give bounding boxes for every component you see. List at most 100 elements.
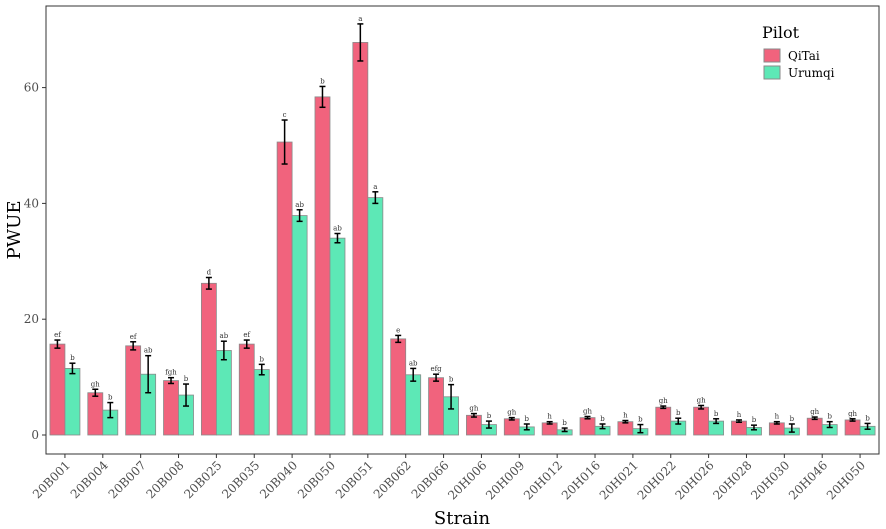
significance-label-qitai-20H006: gh (469, 405, 478, 413)
significance-label-urumqi-20H026: b (714, 410, 719, 418)
bar-urumqi-20B040 (291, 215, 308, 436)
significance-label-qitai-20B004: gh (91, 380, 100, 388)
significance-label-urumqi-20H046: b (827, 413, 832, 421)
x-tick-label-20B001: 20B001 (30, 458, 73, 501)
bar-qitai-20H046 (806, 417, 823, 436)
bar-qitai-20B001 (49, 343, 66, 436)
legend-swatch-qitai (763, 48, 781, 63)
significance-label-urumqi-20B062: ab (409, 359, 418, 367)
significance-label-qitai-20B051: a (358, 15, 362, 23)
bar-qitai-20H009 (503, 418, 520, 436)
bar-qitai-20H028 (731, 420, 747, 436)
significance-label-qitai-20B062: e (396, 326, 400, 334)
bar-urumqi-20B025 (215, 350, 232, 436)
significance-label-urumqi-20H028: b (752, 416, 757, 424)
bar-qitai-20B066 (428, 377, 444, 436)
bar-qitai-20H006 (466, 414, 482, 436)
bar-qitai-20B008 (163, 380, 179, 436)
x-tick-label-20B004: 20B004 (68, 458, 111, 501)
x-tick-label-20H026: 20H026 (672, 458, 716, 502)
significance-label-qitai-20B035: ef (243, 331, 251, 339)
significance-label-urumqi-20H050: b (865, 414, 870, 422)
legend-swatch-urumqi (763, 65, 781, 80)
legend-title: Pilot (762, 23, 800, 42)
significance-label-qitai-20B066: efg (430, 365, 442, 373)
significance-label-urumqi-20H016: b (600, 415, 605, 423)
bar-qitai-20B062 (390, 338, 407, 436)
bar-qitai-20B040 (276, 141, 293, 436)
significance-label-qitai-20H030: h (775, 413, 780, 421)
legend: Pilot QiTai Urumqi (762, 23, 835, 80)
x-tick-label-20H009: 20H009 (483, 458, 527, 502)
y-axis: 0 20 40 60 (24, 81, 46, 442)
y-tick-label-0: 0 (31, 428, 39, 442)
plot-panel (45, 5, 880, 455)
y-tick-label-40: 40 (24, 196, 39, 210)
x-tick-label-20H016: 20H016 (559, 458, 603, 502)
bar-urumqi-20B050 (329, 237, 346, 436)
x-tick-label-20B035: 20B035 (219, 458, 262, 501)
x-tick-label-20B040: 20B040 (257, 458, 300, 501)
bar-qitai-20B051 (352, 42, 369, 436)
x-tick-label-20B062: 20B062 (371, 458, 414, 501)
bar-qitai-20H016 (579, 417, 596, 436)
bar-qitai-20B025 (200, 282, 217, 436)
x-tick-label-20B008: 20B008 (144, 458, 187, 501)
significance-label-qitai-20B025: d (207, 269, 212, 277)
significance-label-qitai-20B007: ef (130, 333, 138, 341)
significance-label-qitai-20B008: fgh (165, 369, 177, 377)
y-axis-title: PWUE (4, 201, 25, 260)
x-tick-label-20H021: 20H021 (597, 458, 641, 502)
significance-label-qitai-20H028: h (737, 411, 742, 419)
x-tick-label-20H028: 20H028 (710, 458, 754, 502)
significance-label-qitai-20H046: gh (810, 408, 819, 416)
bar-qitai-20B004 (87, 392, 104, 436)
significance-label-qitai-20B001: ef (54, 331, 62, 339)
bar-urumqi-20B035 (253, 369, 270, 436)
significance-label-qitai-20H021: h (623, 412, 628, 420)
significance-label-urumqi-20B008: b (184, 375, 189, 383)
significance-label-urumqi-20H030: b (790, 415, 795, 423)
bar-urumqi-20B062 (405, 374, 422, 436)
significance-label-urumqi-20B050: ab (333, 225, 342, 233)
bar-qitai-20H050 (844, 419, 861, 436)
bar-qitai-20B007 (125, 345, 142, 436)
significance-label-urumqi-20B040: ab (295, 201, 304, 209)
x-tick-label-20H012: 20H012 (521, 458, 565, 502)
x-axis-title: Strain (434, 508, 491, 529)
significance-label-qitai-20B050: b (320, 77, 325, 85)
significance-label-qitai-20B040: c (283, 111, 287, 119)
significance-label-qitai-20H016: gh (583, 407, 592, 415)
bar-qitai-20B050 (314, 96, 331, 436)
significance-label-urumqi-20H022: b (676, 409, 681, 417)
legend-label-qitai: QiTai (788, 49, 820, 63)
significance-label-urumqi-20B025: ab (220, 332, 229, 340)
significance-label-urumqi-20B066: b (449, 376, 454, 384)
significance-label-urumqi-20H012: b (562, 419, 567, 427)
bar-qitai-20B035 (238, 343, 255, 436)
bar-urumqi-20B001 (64, 368, 81, 436)
legend-label-urumqi: Urumqi (788, 66, 835, 80)
x-tick-label-20H006: 20H006 (445, 458, 489, 502)
bar-qitai-20H022 (655, 406, 672, 436)
significance-label-qitai-20H022: gh (659, 397, 668, 405)
x-tick-label-20H050: 20H050 (824, 458, 868, 502)
significance-label-qitai-20H050: gh (848, 410, 857, 418)
significance-label-urumqi-20H021: b (638, 416, 643, 424)
x-axis: 20B00120B00420B00720B00820B02520B03520B0… (30, 454, 868, 503)
x-tick-label-20B025: 20B025 (181, 458, 224, 501)
y-tick-label-60: 60 (24, 81, 39, 95)
significance-label-urumqi-20B051: a (373, 183, 377, 191)
x-tick-label-20H030: 20H030 (748, 458, 792, 502)
significance-label-urumqi-20B007: ab (144, 347, 153, 355)
y-tick-label-20: 20 (24, 312, 39, 326)
bar-qitai-20H021 (617, 421, 634, 436)
x-tick-label-20H022: 20H022 (635, 458, 679, 502)
significance-label-urumqi-20H006: b (487, 412, 492, 420)
x-tick-label-20B066: 20B066 (409, 458, 452, 501)
x-tick-label-20B007: 20B007 (106, 458, 149, 501)
significance-label-qitai-20H012: h (547, 413, 552, 421)
significance-label-urumqi-20B001: b (70, 354, 75, 362)
significance-label-urumqi-20H009: b (525, 415, 530, 423)
